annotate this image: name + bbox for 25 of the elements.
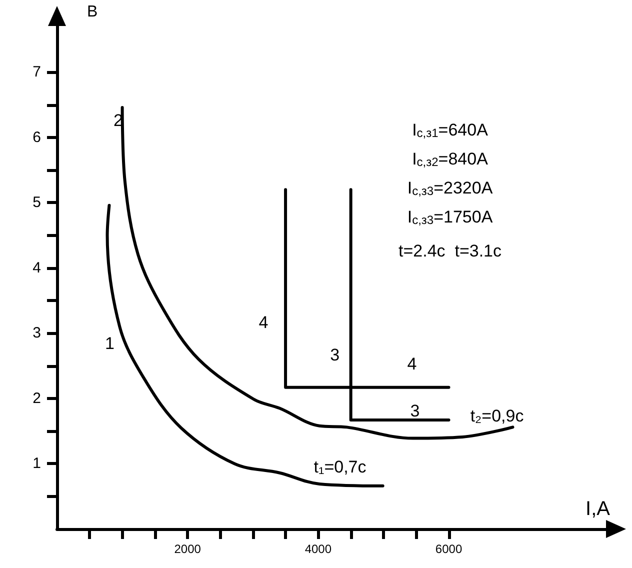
y-tick-label: 1 (32, 455, 41, 472)
x-tick-label: 6000 (435, 542, 462, 556)
annotation: t₁=0,7с (314, 458, 367, 476)
annotation: 4 (258, 312, 268, 332)
y-tick-label: 2 (32, 390, 41, 407)
annotation: Iс,з3=1750А (407, 208, 494, 227)
y-tick-label: 5 (32, 194, 41, 212)
x-tick-label: 4000 (304, 542, 332, 556)
y-tick-label: 7 (32, 64, 41, 81)
series-label: 4 (407, 354, 417, 374)
annotation: Iс,з1=640А (412, 120, 489, 140)
annotation: 3 (330, 346, 340, 365)
x-axis-title: I,А (586, 498, 611, 520)
y-tick-label: 4 (32, 259, 41, 276)
series-label: 1 (104, 334, 114, 354)
x-tick-label: 2000 (174, 542, 202, 556)
annotation: t₂=0,9с (470, 406, 524, 426)
line-series (106, 204, 384, 488)
y-axis-title: В (87, 4, 98, 20)
series-label: 3 (410, 402, 420, 420)
y-tick-label: 3 (32, 324, 41, 342)
y-tick-label: 6 (32, 128, 41, 146)
annotation: t=2.4с t=3.1с (398, 242, 502, 260)
annotation: Iс,з2=840А (412, 150, 489, 169)
annotation: Iс,з3=2320А (407, 178, 494, 198)
